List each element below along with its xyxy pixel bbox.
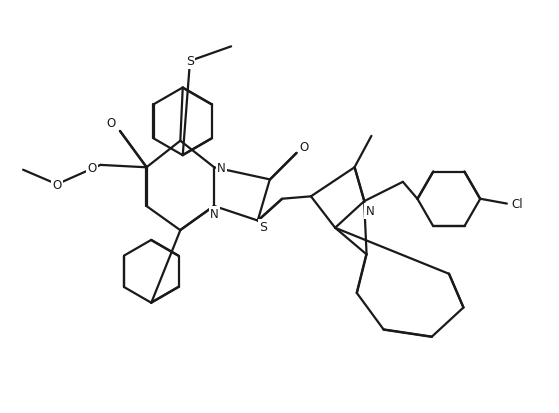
Text: N: N [217,161,226,174]
Text: S: S [186,55,194,68]
Text: N: N [210,207,219,220]
Text: O: O [107,116,116,130]
Text: O: O [87,161,96,174]
Text: N: N [366,205,375,218]
Text: O: O [53,178,61,191]
Text: O: O [299,141,309,154]
Text: S: S [259,220,268,233]
Text: Cl: Cl [511,197,523,211]
